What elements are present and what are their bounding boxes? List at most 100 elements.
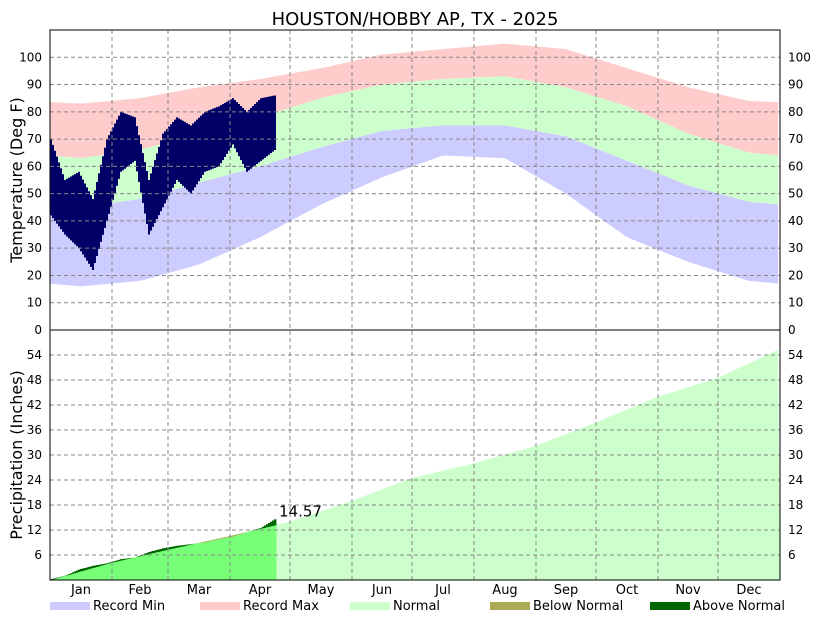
temperature-tick-label: 40 [27,214,42,228]
above-normal-bar [122,558,125,561]
actual-precipitation-bar [226,537,229,580]
actual-precipitation-bar [176,547,179,580]
above-normal-bar [126,558,129,560]
month-label: Oct [616,583,638,598]
above-normal-bar [114,561,117,563]
month-label: May [308,583,335,598]
temperature-tick-label-right: 10 [788,296,803,310]
above-normal-bar [82,568,85,571]
above-normal-bar [102,564,105,566]
month-label: Jun [371,583,392,598]
actual-precipitation-bar [218,539,221,580]
below-normal-bar [206,541,209,543]
below-normal-bar [220,538,223,539]
precipitation-tick-label-right: 6 [788,548,796,562]
actual-precipitation-bar [86,569,89,580]
precipitation-tick-label: 12 [27,523,42,537]
normal-precipitation-area [50,349,780,580]
actual-precipitation-bar [202,542,205,580]
precipitation-tick-label-right: 48 [788,373,803,387]
month-label: Jan [70,583,91,598]
month-label: Mar [187,583,212,598]
actual-precipitation-bar [200,543,203,580]
temperature-tick-label: 80 [27,105,42,119]
precipitation-tick-label-right: 24 [788,473,803,487]
actual-precipitation-bar [216,539,219,580]
actual-precipitation-bar [106,564,109,580]
actual-precipitation-bar [90,568,93,580]
above-normal-bar [264,525,267,528]
actual-precipitation-bar [66,575,69,580]
actual-precipitation-bar [180,546,183,580]
temperature-tick-label-right: 100 [788,50,811,64]
actual-precipitation-bar [224,538,227,580]
temperature-tick-label-right: 40 [788,214,803,228]
actual-precipitation-bar [266,527,269,580]
above-normal-bar [160,548,163,552]
above-normal-bar [146,552,149,555]
above-normal-bar [74,571,77,574]
precipitation-axis-label: Precipitation (Inches) [7,370,26,540]
legend-label: Below Normal [533,599,623,614]
above-normal-bar [128,558,131,559]
actual-precipitation-bar [256,529,259,580]
above-normal-bar [56,577,59,579]
actual-precipitation-bar [198,543,201,580]
precipitation-tick-label-right: 36 [788,423,803,437]
actual-precipitation-bar [110,563,113,580]
precipitation-tick-label: 18 [27,498,42,512]
temperature-tick-label-right: 20 [788,268,803,282]
above-normal-bar [84,568,87,571]
above-normal-bar [112,561,115,563]
actual-precipitation-bar [214,540,217,580]
latest-precip-label: 14.57 [279,502,322,520]
above-normal-bar [190,544,193,545]
below-normal-bar [216,538,219,540]
actual-precipitation-bar [258,529,261,580]
precipitation-tick-label: 48 [27,373,42,387]
above-normal-bar [166,547,169,550]
actual-precipitation-bar [228,537,231,580]
actual-precipitation-bar [222,538,225,580]
actual-precipitation-bar [264,527,267,580]
above-normal-bar [80,569,83,572]
above-normal-bar [52,578,55,580]
actual-precipitation-bar [190,544,193,580]
month-label: Dec [736,583,761,598]
below-normal-bar [212,539,215,541]
above-normal-bar [54,578,57,579]
actual-precipitation-bar [138,556,141,580]
actual-precipitation-bar [268,526,271,580]
actual-precipitation-bar [204,542,207,580]
actual-precipitation-bar [174,548,177,580]
above-normal-bar [170,546,173,550]
actual-precipitation-bar [244,532,247,580]
legend-label: Normal [393,599,440,614]
above-normal-bar [78,569,81,573]
actual-precipitation-bar [72,573,75,580]
above-normal-bar [68,574,71,575]
actual-precipitation-bar [236,535,239,580]
temperature-panel [50,43,778,287]
actual-precipitation-bar [150,553,153,580]
month-label: Feb [128,583,151,598]
temperature-tick-label: 100 [19,50,42,64]
below-normal-bar [200,542,203,543]
above-normal-bar [168,547,171,550]
precipitation-tick-label: 30 [27,448,42,462]
above-normal-bar [184,544,187,547]
below-normal-bar [204,541,207,543]
month-label: Apr [249,583,272,598]
above-normal-bar [58,577,61,578]
above-normal-bar [156,549,159,553]
below-normal-bar [236,534,239,536]
temperature-axis-label: Temperature (Deg F) [7,97,26,264]
actual-precipitation-bar [128,558,131,580]
actual-precipitation-bar [230,537,233,580]
actual-precipitation-bar [134,557,137,580]
actual-precipitation-bar [122,560,125,580]
actual-precipitation-bar [260,528,263,581]
actual-precipitation-bar [212,540,215,580]
actual-precipitation-bar [124,559,127,580]
actual-precipitation-bar [98,566,101,580]
